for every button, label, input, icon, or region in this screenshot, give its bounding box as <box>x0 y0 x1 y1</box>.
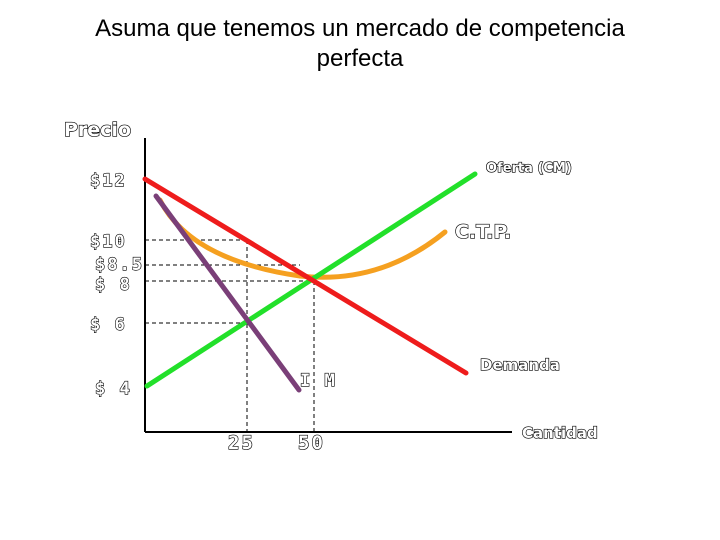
quantity-tick-25: 25 <box>228 432 255 454</box>
quantity-tick-50: 50 <box>298 432 325 454</box>
guide-lines <box>145 239 315 432</box>
ctp-label: C.T.P. <box>455 221 511 243</box>
price-tick-4: $ 4 <box>95 379 132 399</box>
demand-label: Demanda <box>480 356 560 374</box>
page-title: Asuma que tenemos un mercado de competen… <box>60 14 660 74</box>
im-line <box>153 193 302 393</box>
title-line-2: perfecta <box>316 45 404 72</box>
price-tick-12: $12 <box>90 171 127 191</box>
price-tick-8-5: $8.5 <box>95 255 144 275</box>
price-tick-8: $ 8 <box>95 275 132 295</box>
y-axis-label: Precio <box>64 119 131 141</box>
x-axis-label: Cantidad <box>522 424 598 442</box>
im-label: I M <box>300 371 337 391</box>
supply-label: Oferta (CM) <box>486 161 572 176</box>
price-tick-10: $10 <box>90 232 127 252</box>
price-tick-6: $ 6 <box>90 315 127 335</box>
title-line-1: Asuma que tenemos un mercado de competen… <box>95 15 625 42</box>
demand-line <box>142 176 469 376</box>
